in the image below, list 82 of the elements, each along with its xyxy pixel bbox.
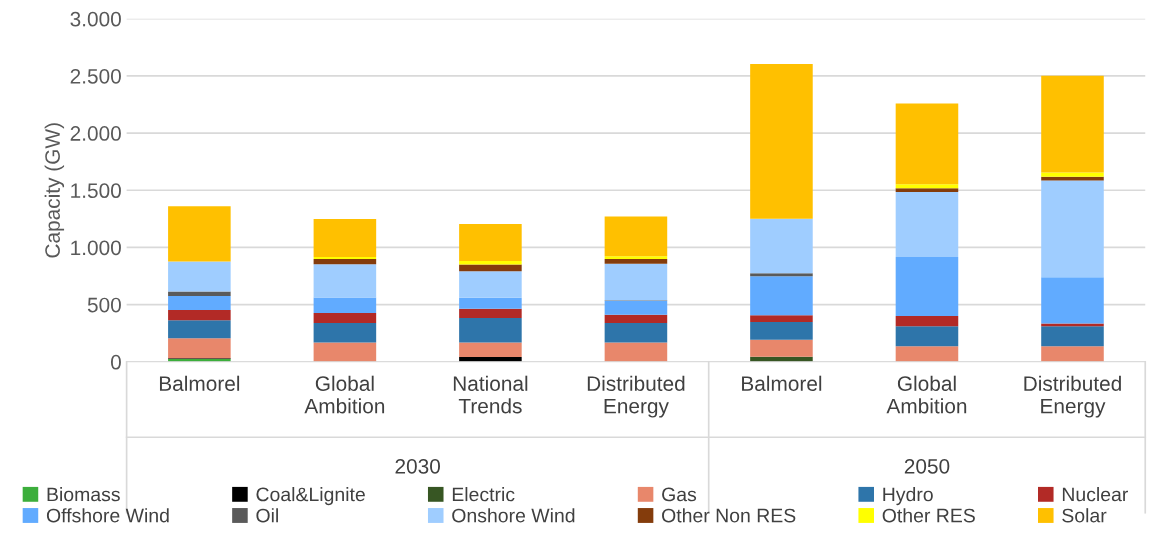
y-tick-label: 1.500	[71, 183, 121, 199]
bar	[1041, 323, 1104, 327]
bar	[313, 259, 377, 265]
bar	[604, 322, 668, 343]
legend-label: Other RES	[882, 508, 975, 523]
bar	[604, 300, 668, 315]
bar	[168, 320, 231, 339]
bar	[168, 291, 231, 296]
bar	[1041, 180, 1104, 278]
legend-label: Electric	[452, 487, 515, 502]
legend-label: Oil	[256, 508, 278, 523]
bar	[750, 339, 813, 357]
bar	[313, 322, 377, 343]
legend-label: Other Non RES	[662, 508, 796, 523]
bar	[750, 321, 813, 340]
x-tick-label: Balmorel	[742, 375, 822, 391]
x-tick-label: Distributed Energy	[587, 375, 685, 418]
x-tick-label: Global Ambition	[886, 375, 967, 414]
bar	[604, 314, 668, 323]
legend-label: Onshore Wind	[452, 508, 575, 523]
bar	[313, 264, 377, 298]
bar	[459, 260, 522, 265]
y-tick-label: 2.500	[70, 68, 121, 84]
bar	[313, 297, 377, 313]
x-tick-label: Balmorel	[159, 375, 240, 391]
legend-label: Offshore Wind	[46, 508, 169, 523]
bar	[168, 309, 231, 321]
legend-label: Hydro	[883, 487, 933, 506]
bar	[459, 271, 522, 298]
bar	[459, 224, 522, 261]
y-tick-label: 2.000	[70, 126, 121, 141]
x-tick-label: National Trends	[453, 375, 528, 414]
y-tick-label: 3.000	[70, 11, 121, 27]
bar	[313, 312, 377, 323]
bar	[313, 256, 377, 260]
bar	[895, 188, 959, 192]
bar	[1041, 75, 1104, 173]
bar	[895, 316, 959, 327]
bar	[459, 297, 522, 309]
bar	[313, 342, 377, 362]
legend-label: Biomass	[47, 487, 120, 502]
bar	[604, 258, 668, 264]
legend-label: Gas	[662, 487, 697, 502]
bar	[1041, 346, 1104, 362]
legend-label: Solar	[1062, 508, 1107, 523]
bar	[168, 206, 231, 262]
legend-label: Coal&Lignite	[256, 487, 365, 506]
y-tick-label: 1.000	[71, 240, 121, 256]
x-tick-label: Distributed Energy	[1024, 375, 1121, 418]
bar	[168, 261, 231, 292]
bar	[459, 308, 522, 319]
y-tick-label: 0	[110, 354, 121, 370]
y-axis-title: Capacity (GW)	[44, 123, 65, 258]
legend-label: Nuclear	[1062, 487, 1129, 502]
bar	[604, 263, 668, 301]
bar	[895, 257, 959, 317]
bar	[895, 192, 959, 258]
text: 2050	[904, 458, 950, 474]
bar	[895, 346, 959, 362]
bar	[459, 318, 522, 343]
bar	[1041, 326, 1104, 347]
bar	[459, 342, 522, 357]
bar	[1041, 172, 1104, 177]
x-tick-label: Global Ambition	[304, 375, 385, 414]
bar	[750, 276, 813, 316]
text: 2030	[395, 458, 441, 474]
bar	[604, 256, 668, 259]
bar	[604, 342, 668, 362]
bar	[459, 264, 522, 272]
bar	[750, 315, 813, 322]
y-tick-label: 500	[87, 297, 121, 313]
bar	[604, 216, 668, 257]
bar	[895, 326, 959, 347]
bar	[750, 273, 813, 277]
bar	[168, 295, 231, 310]
bar	[895, 103, 959, 185]
bar	[895, 184, 959, 189]
bar	[313, 219, 377, 257]
bar	[750, 63, 813, 219]
bar	[750, 218, 813, 274]
bar	[168, 338, 231, 359]
bar	[1041, 277, 1104, 324]
